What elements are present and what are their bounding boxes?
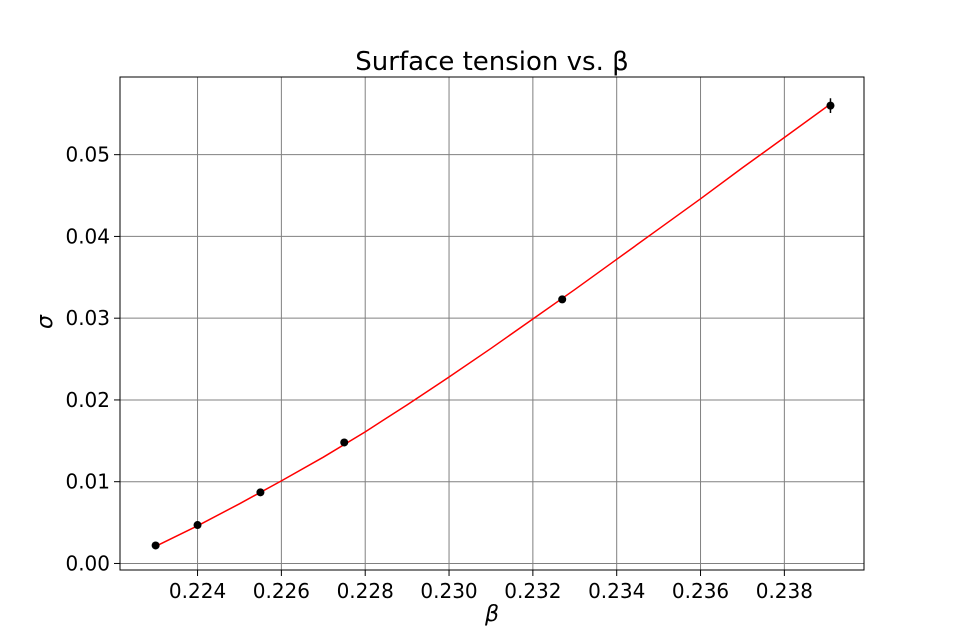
fit-curve: [155, 103, 831, 547]
y-tick-label: 0.00: [65, 551, 110, 575]
x-tick-label: 0.236: [672, 579, 729, 603]
y-tick-label: 0.02: [65, 388, 110, 412]
x-tick-label: 0.226: [253, 579, 310, 603]
data-point: [558, 295, 567, 304]
plot-frame: [119, 76, 865, 571]
y-tick-label: 0.03: [65, 306, 110, 330]
data-point: [193, 521, 202, 530]
x-tick-label: 0.224: [169, 579, 226, 603]
x-tick-label: 0.230: [420, 579, 477, 603]
x-tick-label: 0.238: [756, 579, 813, 603]
data-points-layer: [151, 98, 835, 550]
y-tick-label: 0.01: [65, 470, 110, 494]
data-point: [340, 438, 349, 447]
grid-layer: [120, 77, 864, 570]
chart-title: Surface tension vs. β: [355, 47, 628, 77]
ticks-layer: 0.224 0.226 0.228 0.230 0.232 0.234 0.236 0.238…: [65, 143, 813, 603]
y-tick-label: 0.05: [65, 143, 110, 167]
data-point: [256, 488, 265, 497]
x-axis-label: β: [484, 602, 499, 627]
y-axis-label: σ: [33, 314, 58, 329]
y-tick-label: 0.04: [65, 224, 110, 248]
x-tick-label: 0.228: [337, 579, 394, 603]
data-point: [826, 101, 835, 110]
x-tick-label: 0.234: [588, 579, 645, 603]
data-point: [151, 541, 160, 550]
fit-curve-layer: [155, 103, 831, 547]
x-tick-label: 0.232: [504, 579, 561, 603]
